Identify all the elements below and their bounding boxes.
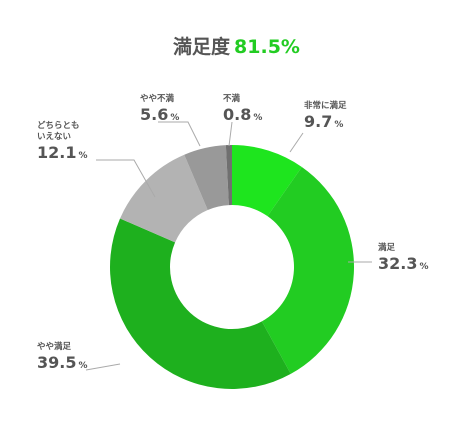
slice-very-satisfied xyxy=(232,145,302,217)
label-name: 不満 xyxy=(223,94,241,104)
chart-title: 満足度 81.5% xyxy=(0,32,473,59)
leader-somewhat-satisfied xyxy=(85,363,121,371)
title-value: 81.5% xyxy=(234,36,300,58)
label-neutral: どちらとも いえない 12.1% xyxy=(37,121,88,166)
slice-somewhat-dissatisfied xyxy=(184,145,229,210)
label-somewhat-dissatisfied: やや不満 5.6% xyxy=(140,94,179,128)
label-name: 満足 xyxy=(378,243,396,253)
leader-very-satisfied xyxy=(289,132,304,153)
label-value: 32.3% xyxy=(378,254,429,273)
label-value: 5.6% xyxy=(140,105,180,124)
leader-neutral xyxy=(96,159,156,198)
label-name: やや満足 xyxy=(37,342,72,352)
label-value: 12.1% xyxy=(37,143,88,162)
label-value: 0.8% xyxy=(223,105,263,124)
leader-somewhat-dissatisfied xyxy=(158,121,201,147)
label-value: 39.5% xyxy=(37,353,88,372)
label-name: やや不満 xyxy=(140,94,175,104)
label-dissatisfied: 不満 0.8% xyxy=(223,94,262,128)
slice-neutral xyxy=(120,154,208,243)
title-label: 満足度 xyxy=(173,36,231,58)
label-name-line1: どちらとも xyxy=(37,121,80,131)
slice-satisfied xyxy=(261,166,354,374)
slice-dissatisfied xyxy=(225,145,232,206)
slice-somewhat-satisfied xyxy=(109,218,291,390)
label-somewhat-satisfied: やや満足 39.5% xyxy=(37,342,88,376)
label-value: 9.7% xyxy=(304,112,344,131)
leader-dissatisfied xyxy=(228,121,233,147)
label-name-line2: いえない xyxy=(37,132,72,142)
label-name: 非常に満足 xyxy=(304,101,347,111)
label-very-satisfied: 非常に満足 9.7% xyxy=(304,101,347,135)
label-satisfied: 満足 32.3% xyxy=(378,243,429,277)
